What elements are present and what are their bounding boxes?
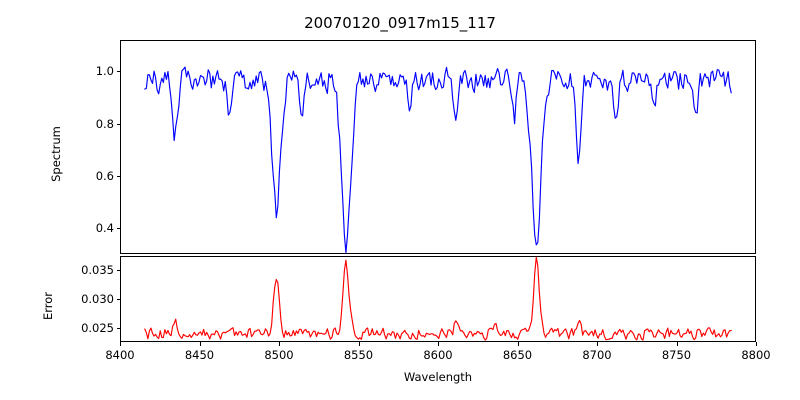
error-plot-area xyxy=(121,257,755,341)
x-axis-label: Wavelength xyxy=(403,370,473,384)
error-y-tick-mark xyxy=(116,299,120,300)
spectrum-y-tick-label: 0.6 xyxy=(95,168,114,183)
x-tick-label: 8750 xyxy=(661,348,692,362)
spectrum-y-tick-mark xyxy=(116,228,120,229)
error-y-tick-label: 0.025 xyxy=(81,320,114,335)
x-tick-mark xyxy=(518,342,519,346)
x-tick-label: 8800 xyxy=(741,348,771,362)
x-tick-label: 8500 xyxy=(264,348,294,362)
spectrum-axes xyxy=(120,40,756,254)
spectrum-y-tick-mark xyxy=(116,71,120,72)
spectrum-y-tick-mark xyxy=(116,176,120,177)
error-y-tick-mark xyxy=(116,328,120,329)
x-tick-mark xyxy=(200,342,201,346)
x-tick-mark xyxy=(438,342,439,346)
spectrum-line xyxy=(145,67,731,252)
error-line xyxy=(145,257,731,340)
error-y-tick-label: 0.030 xyxy=(81,292,114,306)
x-tick-label: 8400 xyxy=(105,348,135,362)
x-tick-mark xyxy=(359,342,360,346)
error-y-tick-mark xyxy=(116,270,120,271)
x-tick-mark xyxy=(120,342,121,346)
x-tick-label: 8650 xyxy=(502,348,533,362)
spectrum-y-axis-label: Spectrum xyxy=(49,126,63,182)
x-tick-label: 8450 xyxy=(184,348,215,362)
x-tick-label: 8550 xyxy=(343,348,374,362)
error-axes xyxy=(120,256,756,342)
spectrum-y-tick-label: 0.4 xyxy=(95,220,114,235)
error-y-axis-label: Error xyxy=(41,291,55,321)
spectrum-y-tick-label: 1.0 xyxy=(95,64,114,79)
x-tick-mark xyxy=(279,342,280,346)
x-tick-label: 8600 xyxy=(423,348,453,362)
spectrum-y-tick-label: 0.8 xyxy=(95,116,114,131)
x-tick-mark xyxy=(597,342,598,346)
x-tick-label: 8700 xyxy=(582,348,612,362)
spectrum-plot-area xyxy=(121,41,755,253)
chart-title: 20070120_0917m15_117 xyxy=(304,14,496,32)
spectrum-y-tick-mark xyxy=(116,124,120,125)
x-tick-mark xyxy=(756,342,757,346)
x-tick-mark xyxy=(677,342,678,346)
error-y-tick-label: 0.035 xyxy=(81,263,114,278)
